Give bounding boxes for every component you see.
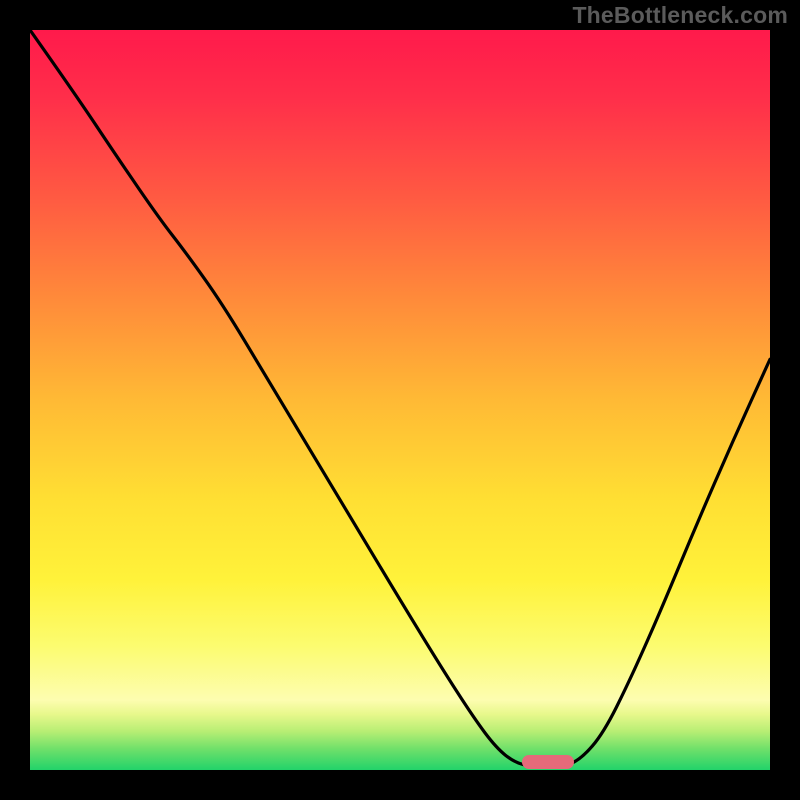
plot-frame	[30, 30, 770, 770]
curve-path	[30, 30, 770, 767]
source-watermark: TheBottleneck.com	[572, 2, 788, 29]
canvas: TheBottleneck.com	[0, 0, 800, 800]
bottleneck-curve	[30, 30, 770, 770]
optimal-point-marker	[522, 755, 574, 769]
